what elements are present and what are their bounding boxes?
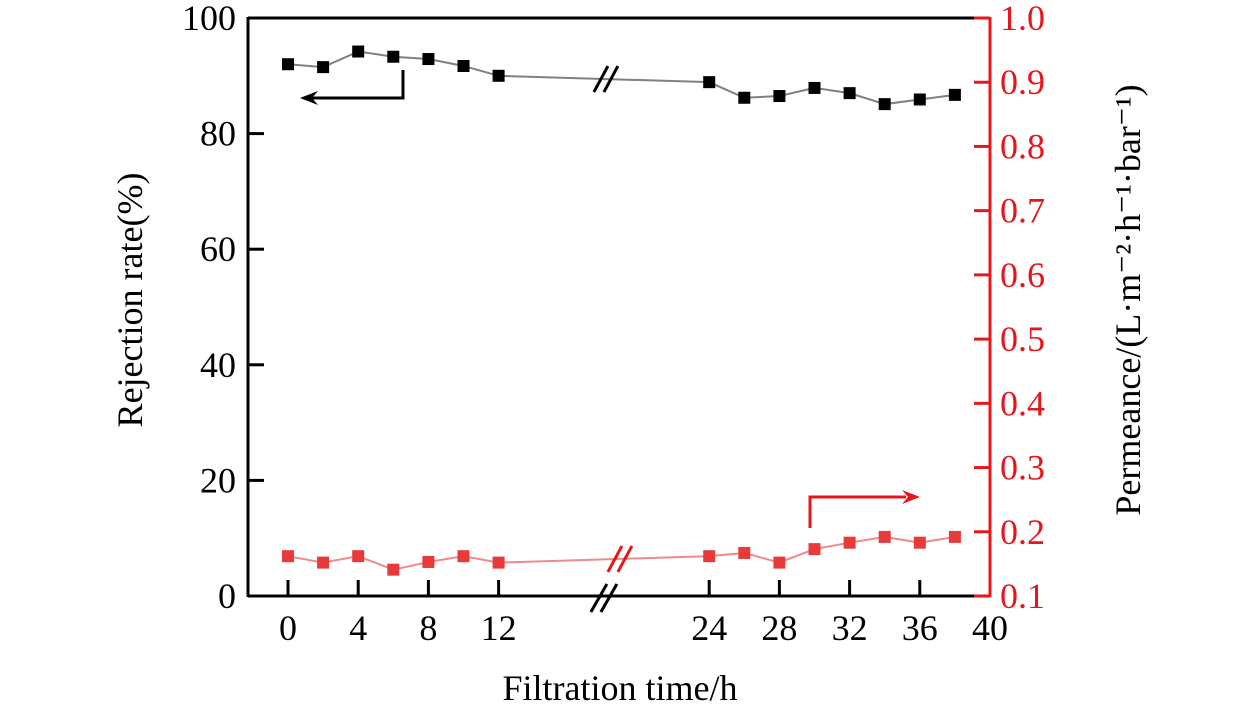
data-point-permeance <box>457 550 470 563</box>
data-point-rejection <box>948 88 961 101</box>
axis-break-mark <box>589 583 609 613</box>
data-point-rejection <box>843 87 856 100</box>
right-y-tick-label: 0.4 <box>1000 383 1045 423</box>
right-y-tick-label: 0.6 <box>1000 255 1045 295</box>
left-y-tick-label: 0 <box>218 576 236 616</box>
data-point-rejection <box>352 45 365 58</box>
data-point-permeance <box>317 556 330 569</box>
line-break-mark <box>602 65 620 93</box>
right-y-tick-label: 0.5 <box>1000 319 1045 359</box>
x-tick-label: 24 <box>691 608 727 648</box>
data-point-permeance <box>703 550 716 563</box>
data-point-permeance <box>738 546 751 559</box>
data-point-rejection <box>773 90 786 103</box>
right-y-tick-label: 0.2 <box>1000 512 1045 552</box>
x-tick-label: 8 <box>419 608 437 648</box>
data-point-rejection <box>703 76 716 89</box>
data-point-rejection <box>878 98 891 111</box>
left-y-tick-label: 80 <box>200 114 236 154</box>
data-point-rejection <box>387 50 400 63</box>
x-axis-label: Filtration time/h <box>503 668 738 708</box>
x-tick-label: 12 <box>481 608 517 648</box>
data-marks <box>282 45 961 576</box>
data-point-rejection <box>282 58 294 71</box>
data-point-rejection <box>492 69 505 82</box>
line-break-mark <box>616 545 634 573</box>
data-point-permeance <box>808 543 821 556</box>
data-point-permeance <box>422 555 435 568</box>
x-tick-label: 4 <box>349 608 367 648</box>
left-y-tick-label: 40 <box>200 345 236 385</box>
left-y-tick-label: 60 <box>200 229 236 269</box>
data-point-rejection <box>913 93 926 106</box>
right-y-tick-label: 1.0 <box>1000 0 1045 38</box>
arrowhead-left-icon <box>300 91 318 105</box>
x-tick-label: 40 <box>972 608 1008 648</box>
x-tick-label: 36 <box>902 608 938 648</box>
line-break-mark <box>606 545 624 573</box>
right-y-tick-label: 0.7 <box>1000 191 1045 231</box>
data-point-rejection <box>422 53 435 66</box>
data-point-permeance <box>492 556 505 569</box>
x-tick-label: 28 <box>761 608 797 648</box>
data-point-rejection <box>457 59 470 72</box>
data-point-permeance <box>913 536 926 549</box>
right-y-tick-label: 0.3 <box>1000 448 1045 488</box>
axis-break-mark <box>599 583 619 613</box>
data-point-rejection <box>808 81 821 94</box>
right-y-tick-label: 0.1 <box>1000 576 1045 616</box>
right-axis-indicator-arrow <box>808 495 906 528</box>
data-point-permeance <box>948 530 961 543</box>
left-y-tick-label: 20 <box>200 460 236 500</box>
data-point-permeance <box>387 563 400 576</box>
data-point-permeance <box>878 530 891 543</box>
data-point-rejection <box>317 61 330 74</box>
right-y-tick-label: 0.9 <box>1000 62 1045 102</box>
left-axis-indicator-arrow <box>312 70 405 100</box>
x-tick-label: 32 <box>832 608 868 648</box>
left-y-axis-label: Rejection rate(%) <box>110 173 150 428</box>
left-y-tick-label: 100 <box>182 0 236 38</box>
data-point-rejection <box>738 91 751 104</box>
data-point-permeance <box>773 556 786 569</box>
x-tick-label: 0 <box>279 608 297 648</box>
data-point-permeance <box>352 550 365 563</box>
right-y-axis-label: Permeance/(L·m⁻²·h⁻¹·bar⁻¹) <box>1108 84 1148 515</box>
right-y-tick-label: 0.8 <box>1000 126 1045 166</box>
axes: 0204060801000.10.20.30.40.50.60.70.80.91… <box>182 0 1045 648</box>
arrowhead-right-icon <box>902 490 920 504</box>
data-point-permeance <box>843 536 856 549</box>
data-point-permeance <box>282 550 294 563</box>
line-break-mark <box>592 65 610 93</box>
